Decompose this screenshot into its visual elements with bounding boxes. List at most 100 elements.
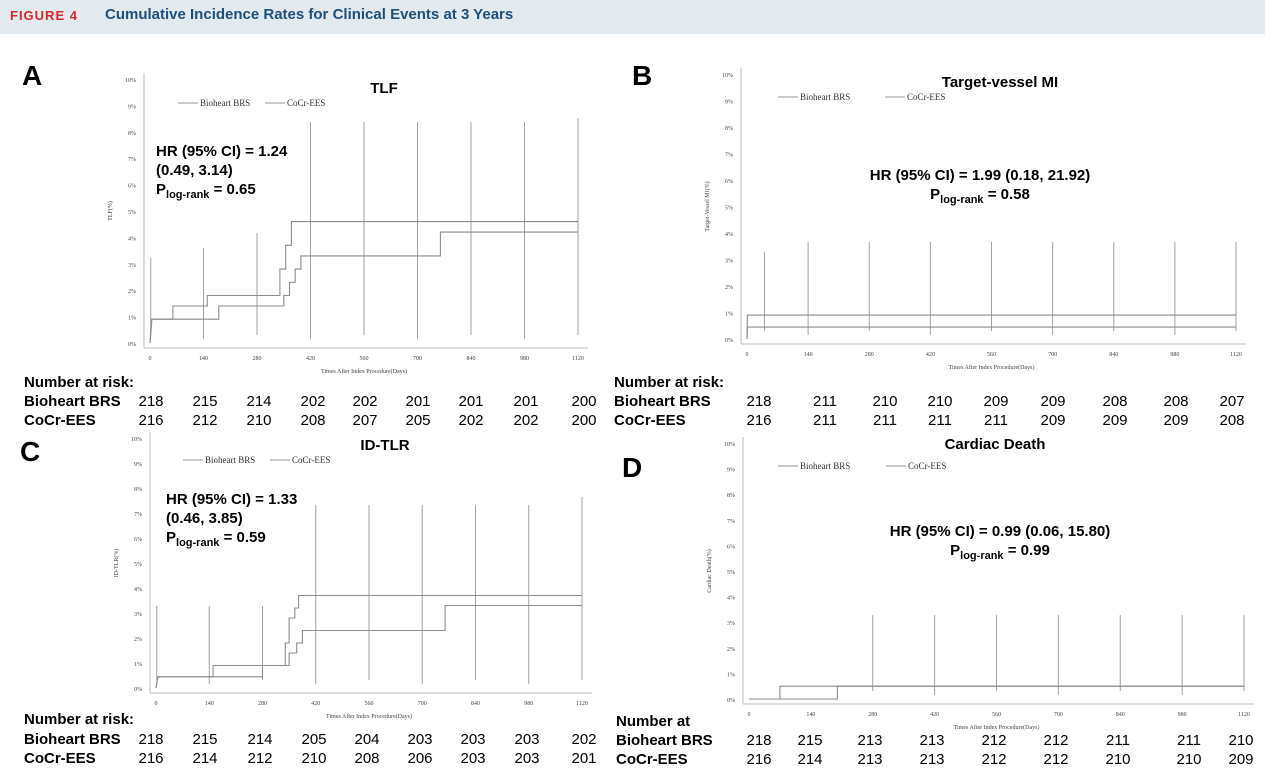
risk-table-header: Number at risk: [614, 374, 725, 391]
x-tick-label: 0 [155, 701, 158, 707]
y-tick-label: 4% [134, 587, 142, 593]
series-line [746, 314, 1236, 340]
figure-header: FIGURE 4 Cumulative Incidence Rates for … [0, 0, 1265, 34]
x-tick-label: 140 [804, 352, 813, 358]
y-axis-label: TLF(%) [107, 201, 114, 221]
series-line [746, 326, 1236, 340]
y-tick-label: 4% [727, 596, 735, 602]
y-tick-label: 0% [134, 687, 142, 693]
series-line [749, 685, 1244, 700]
x-tick-label: 980 [1178, 712, 1187, 718]
x-tick-label: 1120 [1230, 352, 1242, 358]
p-value: Plog-rank = 0.65 [156, 181, 256, 201]
y-tick-label: 7% [725, 153, 733, 159]
series-line [749, 685, 1244, 700]
y-tick-label: 10% [722, 73, 733, 79]
y-tick-label: 10% [724, 442, 735, 448]
y-tick-label: 5% [134, 562, 142, 568]
x-tick-label: 1120 [572, 356, 584, 362]
y-tick-label: 6% [727, 544, 735, 550]
y-tick-label: 5% [128, 210, 136, 216]
x-tick-label: 840 [467, 356, 476, 362]
x-tick-label: 840 [1116, 712, 1125, 718]
hr-line: HR (95% CI) = 1.33 [166, 491, 298, 508]
y-tick-label: 9% [134, 462, 142, 468]
x-tick-label: 0 [748, 712, 751, 718]
figure-label: FIGURE 4 [10, 8, 78, 23]
y-tick-label: 1% [727, 672, 735, 678]
y-axis-label: Cardiac Death(%) [706, 549, 713, 592]
x-axis-label: Times After Index Procedure(Days) [321, 368, 407, 375]
x-tick-label: 280 [253, 356, 262, 362]
x-axis-label: Times After Index Procedure(Days) [326, 713, 412, 720]
y-tick-label: 8% [725, 126, 733, 132]
x-tick-label: 420 [926, 352, 935, 358]
legend-label: Bioheart BRS [800, 92, 850, 102]
x-tick-label: 700 [413, 356, 422, 362]
y-tick-label: 3% [128, 263, 136, 269]
x-tick-label: 280 [868, 712, 877, 718]
y-axis-label: Target-Vessel MI(%) [704, 181, 711, 231]
y-tick-label: 6% [128, 184, 136, 190]
legend-label: CoCr-EES [287, 98, 325, 108]
x-tick-label: 1120 [576, 701, 588, 707]
chart-title: Target-vessel MI [942, 74, 1058, 91]
x-tick-label: 980 [1170, 352, 1179, 358]
y-tick-label: 0% [727, 698, 735, 704]
x-tick-label: 700 [418, 701, 427, 707]
y-tick-label: 8% [128, 131, 136, 137]
x-tick-label: 700 [1048, 352, 1057, 358]
hr-statistic: HR (95% CI) = 1.24 (0.49, 3.14) Plog-ran… [156, 142, 287, 201]
y-tick-label: 2% [134, 637, 142, 643]
legend-label: CoCr-EES [292, 455, 330, 465]
hr-line: HR (95% CI) = 0.99 (0.06, 15.80) [889, 523, 1111, 540]
legend-label: Bioheart BRS [200, 98, 250, 108]
p-value: Plog-rank = 0.59 [166, 529, 266, 549]
risk-table-header: Number at risk: [24, 711, 135, 728]
x-tick-label: 980 [520, 356, 529, 362]
x-tick-label: 280 [865, 352, 874, 358]
x-tick-label: 1120 [1238, 712, 1250, 718]
y-tick-label: 5% [727, 570, 735, 576]
hr-statistic: HR (95% CI) = 1.33 (0.46, 3.85) Plog-ran… [166, 490, 297, 549]
x-tick-label: 560 [360, 356, 369, 362]
y-tick-label: 4% [128, 236, 136, 242]
y-tick-label: 2% [727, 647, 735, 653]
y-tick-label: 4% [725, 232, 733, 238]
series-line [149, 231, 578, 344]
x-tick-label: 420 [311, 701, 320, 707]
legend-label: Bioheart BRS [205, 455, 255, 465]
hr-statistic: HR (95% CI) = 0.99 (0.06, 15.80) Plog-ra… [880, 522, 1120, 562]
panel-letter: C [20, 436, 41, 467]
series-line [155, 604, 582, 689]
chart-title: ID-TLR [360, 437, 409, 454]
x-axis-label: Times After Index Procedure(Days) [954, 724, 1040, 731]
legend-label: CoCr-EES [908, 461, 946, 471]
y-tick-label: 10% [131, 437, 142, 443]
hr-ci-line: (0.49, 3.14) [156, 162, 233, 179]
y-tick-label: 10% [125, 78, 136, 84]
x-tick-label: 280 [258, 701, 267, 707]
x-tick-label: 0 [149, 356, 152, 362]
x-tick-label: 560 [992, 712, 1001, 718]
risk-table-header: Number at risk: [24, 374, 135, 391]
y-tick-label: 1% [725, 312, 733, 318]
y-tick-label: 8% [727, 493, 735, 499]
y-tick-label: 9% [727, 468, 735, 474]
y-tick-label: 9% [128, 104, 136, 110]
x-tick-label: 840 [1109, 352, 1118, 358]
x-tick-label: 980 [524, 701, 533, 707]
x-tick-label: 420 [306, 356, 315, 362]
y-tick-label: 7% [128, 157, 136, 163]
series-line [155, 594, 582, 689]
x-tick-label: 140 [806, 712, 815, 718]
y-tick-label: 6% [725, 179, 733, 185]
risk-table-header: Number at [616, 713, 691, 730]
x-tick-label: 140 [205, 701, 214, 707]
y-tick-label: 0% [128, 342, 136, 348]
